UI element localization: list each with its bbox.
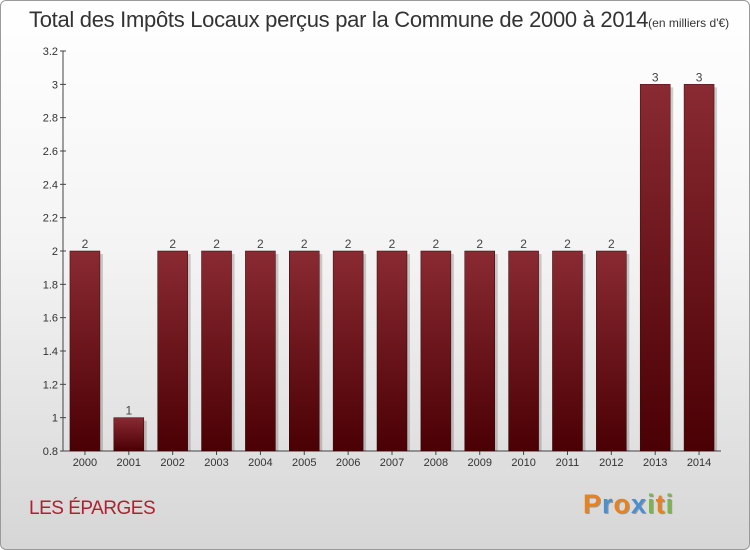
bar-2000 xyxy=(69,250,101,452)
y-tick-label: 1.2 xyxy=(43,379,58,391)
y-tick-label: 1.8 xyxy=(43,279,58,291)
bar-2002 xyxy=(157,250,188,452)
bar-2011 xyxy=(552,250,583,452)
chart-title: Total des Impôts Locaux perçus par la Co… xyxy=(29,7,730,32)
x-tick-label: 2001 xyxy=(117,457,141,469)
commune-name: LES ÉPARGES xyxy=(29,498,156,519)
y-tick-label: 1 xyxy=(52,413,58,425)
x-tick-label: 2003 xyxy=(204,457,228,469)
x-tick-label: 2008 xyxy=(424,457,448,469)
x-tick-label: 2005 xyxy=(292,457,316,469)
data-label: 2 xyxy=(520,237,527,251)
y-tick-label: 2.2 xyxy=(43,213,58,225)
bar-2009 xyxy=(464,250,495,452)
data-label: 1 xyxy=(125,404,132,418)
y-tick-label: 0.8 xyxy=(43,446,58,458)
bar-2012 xyxy=(596,250,627,452)
data-label: 2 xyxy=(301,237,308,251)
data-label: 2 xyxy=(389,237,396,251)
y-tick-label: 3 xyxy=(52,79,58,91)
y-tick-label: 2.6 xyxy=(43,146,58,158)
bar-2001 xyxy=(113,417,145,452)
data-label: 2 xyxy=(169,237,176,251)
bar-2010 xyxy=(508,250,539,452)
y-tick-label: 2.8 xyxy=(43,113,58,125)
data-label: 2 xyxy=(213,237,220,251)
bar-2004 xyxy=(245,250,276,452)
x-tick-label: 2006 xyxy=(336,457,360,469)
proxiti-logo: Proxiti xyxy=(583,489,674,520)
x-tick-label: 2000 xyxy=(73,457,97,469)
logo-letter: o xyxy=(613,489,632,519)
data-label: 2 xyxy=(345,237,352,251)
bar-2013 xyxy=(639,84,671,452)
y-tick-label: 2.4 xyxy=(43,179,58,191)
x-tick-label: 2002 xyxy=(160,457,184,469)
data-label: 2 xyxy=(82,237,89,251)
logo-letter: i xyxy=(665,489,675,519)
data-label: 2 xyxy=(564,237,571,251)
x-tick-label: 2013 xyxy=(643,457,667,469)
logo-letter: x xyxy=(631,489,648,519)
y-tick-label: 1.6 xyxy=(43,313,58,325)
logo-letter: P xyxy=(583,489,603,519)
data-label: 3 xyxy=(652,70,659,84)
logo-letter: i xyxy=(647,489,656,519)
y-tick-label: 2 xyxy=(52,246,58,258)
bar-2014 xyxy=(683,84,715,452)
bar-2003 xyxy=(201,250,232,452)
data-label: 2 xyxy=(476,237,483,251)
x-tick-label: 2010 xyxy=(511,457,535,469)
data-label: 3 xyxy=(696,70,703,84)
logo-letter: t xyxy=(655,489,666,519)
bar-2008 xyxy=(420,250,452,452)
x-tick-label: 2012 xyxy=(599,457,623,469)
x-tick-label: 2014 xyxy=(687,457,711,469)
x-tick-label: 2007 xyxy=(380,457,404,469)
x-tick-label: 2009 xyxy=(467,457,491,469)
data-label: 2 xyxy=(257,237,264,251)
y-tick-label: 3.2 xyxy=(43,46,58,58)
data-label: 2 xyxy=(608,237,615,251)
bar-2005 xyxy=(289,250,320,452)
bar-2006 xyxy=(332,250,364,452)
data-label: 2 xyxy=(433,237,440,251)
y-tick-label: 1.4 xyxy=(43,346,58,358)
x-tick-label: 2004 xyxy=(248,457,272,469)
x-tick-label: 2011 xyxy=(556,457,580,469)
bar-2007 xyxy=(376,250,408,452)
logo-letter: r xyxy=(602,489,614,519)
chart-subtitle: (en milliers d'€) xyxy=(648,16,730,30)
